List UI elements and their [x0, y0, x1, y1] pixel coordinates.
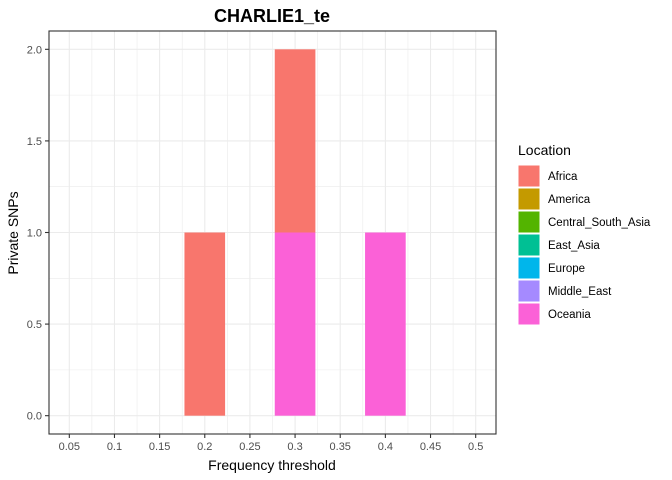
legend-swatch [517, 164, 541, 188]
x-tick-label: 0.15 [149, 441, 170, 453]
x-tick-label: 0.1 [107, 441, 122, 453]
legend-swatch [517, 302, 541, 326]
legend-item-central-south-asia: Central_South_Asia [517, 210, 651, 234]
y-tick-label: 0.5 [27, 319, 42, 331]
y-tick-label: 1.5 [27, 136, 42, 148]
y-tick-label: 1.0 [27, 228, 42, 240]
x-axis-title: Frequency threshold [208, 457, 336, 473]
x-tick-label: 0.2 [197, 441, 212, 453]
bar-oceania-0.4 [365, 232, 406, 416]
legend-item-africa: Africa [517, 164, 578, 188]
legend-item-europe: Europe [517, 256, 585, 280]
bar-oceania-0.3 [274, 232, 316, 416]
bar-africa-0.2 [184, 232, 226, 416]
y-axis-title: Private SNPs [5, 191, 21, 274]
legend-label: Europe [548, 263, 585, 275]
x-tick-label: 0.4 [378, 441, 393, 453]
legend-label: America [548, 194, 591, 206]
chart-title: CHARLIE1_te [214, 6, 330, 26]
legend-label: Africa [548, 171, 578, 183]
legend-title: Location [518, 142, 571, 158]
legend-swatch [517, 279, 541, 303]
x-tick-label: 0.3 [287, 441, 302, 453]
bar-africa-0.3 [274, 49, 316, 233]
y-axis-ticks: 0.0 0.5 1.0 1.5 2.0 [27, 44, 49, 423]
x-tick-label: 0.25 [239, 441, 260, 453]
legend-swatch [517, 187, 541, 211]
plot-panel [48, 30, 497, 435]
legend-label: Central_South_Asia [548, 217, 651, 229]
legend-swatch [517, 233, 541, 257]
x-axis-ticks: 0.05 0.1 0.15 0.2 0.25 0.3 0.35 0.4 0.45 0.5 [59, 434, 483, 453]
x-tick-label: 0.05 [59, 441, 80, 453]
legend-item-america: America [517, 187, 591, 211]
x-tick-label: 0.35 [330, 441, 351, 453]
legend-item-east-asia: East_Asia [517, 233, 600, 257]
legend: Location Africa America Central_South_Asia… [517, 142, 651, 326]
legend-item-middle-east: Middle_East [517, 279, 612, 303]
legend-item-oceania: Oceania [517, 302, 591, 326]
bars [184, 49, 406, 416]
x-tick-label: 0.45 [420, 441, 441, 453]
legend-label: East_Asia [548, 240, 600, 252]
legend-swatch [517, 256, 541, 280]
legend-swatch [517, 210, 541, 234]
x-tick-label: 0.5 [468, 441, 483, 453]
legend-label: Oceania [548, 309, 591, 321]
y-tick-label: 0.0 [27, 411, 42, 423]
y-tick-label: 2.0 [27, 44, 42, 56]
legend-label: Middle_East [548, 286, 612, 298]
